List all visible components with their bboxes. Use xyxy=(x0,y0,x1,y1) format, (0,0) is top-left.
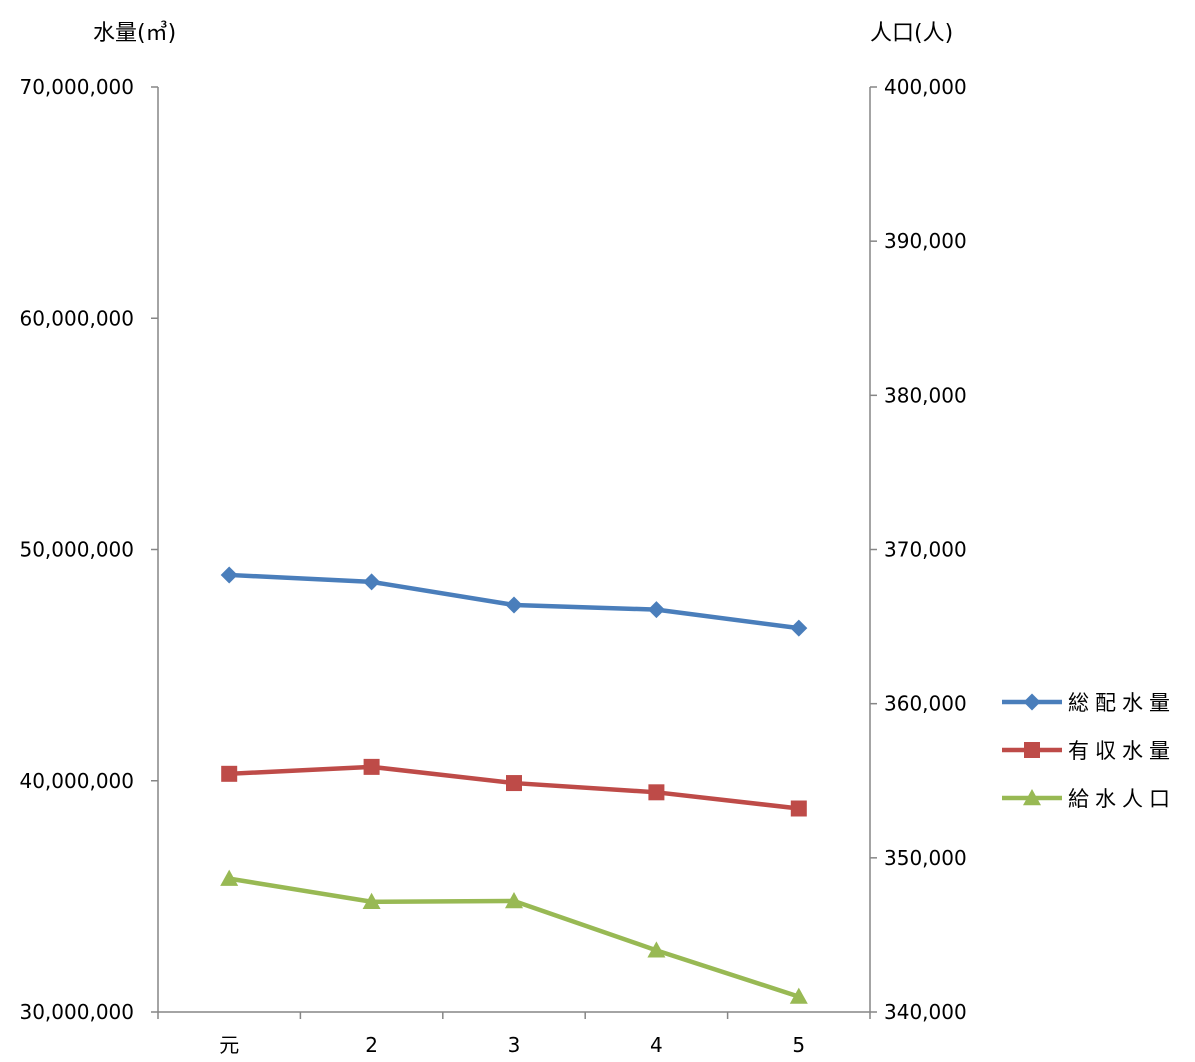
data-point-triangle xyxy=(1023,789,1041,806)
left-axis-title: 水量(㎥) xyxy=(93,20,176,46)
left-tick-label: 70,000,000 xyxy=(19,75,134,99)
data-point-diamond xyxy=(1023,693,1041,711)
right-tick-label: 360,000 xyxy=(884,692,967,716)
legend-label: 有収水量 xyxy=(1068,739,1176,763)
data-point-triangle xyxy=(362,892,381,909)
legend-entry-3: 給水人口 xyxy=(1002,787,1176,811)
left-tick-label: 50,000,000 xyxy=(19,538,134,562)
data-point-square xyxy=(1024,742,1040,758)
data-point-square xyxy=(221,765,238,782)
data-point-triangle xyxy=(220,869,239,886)
right-axis-title: 人口(人) xyxy=(870,21,953,46)
data-point-diamond xyxy=(505,596,523,614)
data-point-square xyxy=(506,775,522,792)
series-3 xyxy=(220,869,808,1004)
right-tick-label: 400,000 xyxy=(884,75,967,99)
left-tick-label: 30,000,000 xyxy=(19,1000,134,1024)
x-tick-label: 5 xyxy=(792,1033,805,1057)
data-point-triangle xyxy=(647,941,666,958)
data-point-diamond xyxy=(647,601,665,619)
x-tick-label: 3 xyxy=(508,1033,521,1057)
legend-label: 給水人口 xyxy=(1068,787,1176,811)
series-layer xyxy=(220,566,808,1004)
left-tick-label: 60,000,000 xyxy=(19,306,134,330)
series-2 xyxy=(221,758,807,817)
right-tick-label: 340,000 xyxy=(884,1000,967,1024)
left-tick-label: 40,000,000 xyxy=(19,769,134,793)
data-point-square xyxy=(790,800,807,817)
x-tick-label: 4 xyxy=(650,1033,663,1057)
data-point-triangle xyxy=(789,987,808,1004)
data-point-square xyxy=(363,758,380,775)
axes: 70,000,000 60,000,000 50,000,000 40,000,000… xyxy=(19,75,966,1057)
data-point-square xyxy=(648,784,665,801)
data-point-diamond xyxy=(363,573,381,591)
right-tick-label: 380,000 xyxy=(884,383,967,407)
legend-entry-2: 有収水量 xyxy=(1002,739,1176,763)
legend-entry-1: 総配水量 xyxy=(1002,691,1176,715)
data-point-triangle xyxy=(505,892,523,909)
right-tick-label: 370,000 xyxy=(884,538,967,562)
data-point-diamond xyxy=(790,619,808,637)
x-tick-label: 2 xyxy=(365,1033,378,1057)
right-tick-label: 390,000 xyxy=(884,229,967,253)
right-tick-label: 350,000 xyxy=(884,846,967,870)
series-1 xyxy=(220,566,808,637)
data-point-diamond xyxy=(220,566,238,584)
x-tick-label: 元 xyxy=(219,1033,239,1057)
legend-label: 総配水量 xyxy=(1068,691,1176,715)
